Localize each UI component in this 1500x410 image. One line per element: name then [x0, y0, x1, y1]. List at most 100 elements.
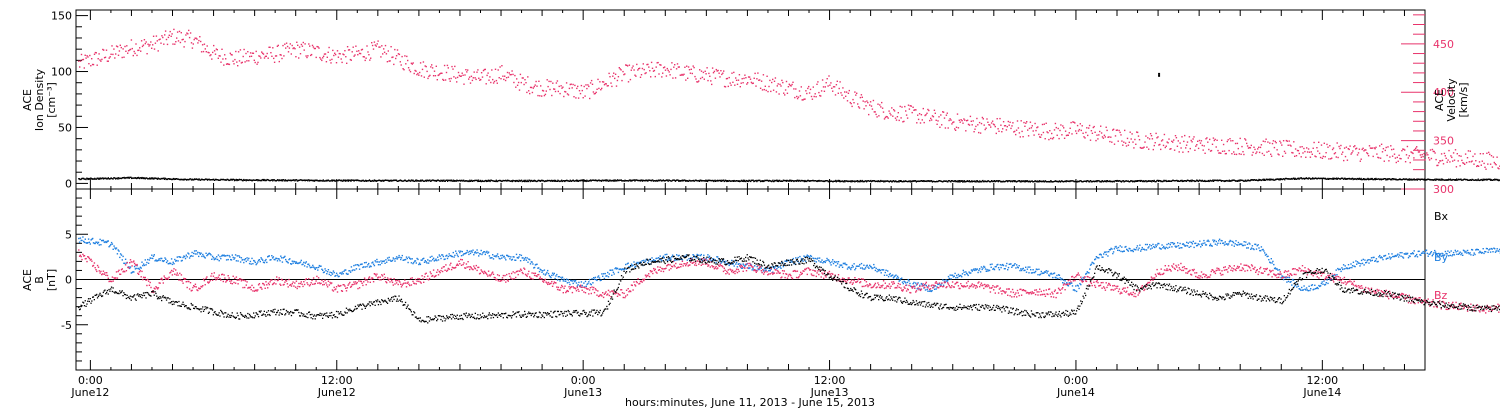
by-point — [91, 238, 93, 240]
by-point — [537, 267, 539, 269]
velocity-point — [461, 72, 463, 74]
by-point — [419, 263, 422, 266]
density-point — [724, 180, 726, 182]
density-point — [782, 180, 784, 182]
velocity-point — [394, 48, 396, 51]
by-point — [221, 254, 224, 256]
velocity-point — [942, 111, 945, 113]
velocity-point — [1363, 150, 1365, 152]
velocity-point — [1209, 150, 1212, 152]
velocity-point — [1143, 146, 1145, 148]
velocity-point — [519, 73, 522, 76]
velocity-point — [127, 52, 129, 54]
by-point — [538, 270, 541, 273]
density-point — [204, 178, 207, 180]
by-point — [480, 249, 482, 252]
density-point — [1207, 179, 1210, 182]
velocity-point — [1084, 137, 1086, 139]
density-point — [1152, 180, 1155, 182]
velocity-point — [959, 121, 961, 123]
velocity-point — [225, 63, 228, 65]
velocity-point — [582, 97, 584, 99]
velocity-point — [581, 89, 583, 92]
by-point — [143, 264, 146, 267]
by-point — [472, 249, 474, 251]
velocity-point — [1257, 148, 1259, 150]
velocity-point — [840, 92, 842, 94]
velocity-point — [145, 41, 147, 43]
velocity-point — [1323, 142, 1325, 144]
by-point — [350, 266, 353, 268]
velocity-point — [974, 128, 976, 130]
density-point — [304, 180, 306, 182]
density-point — [771, 180, 773, 182]
velocity-point — [1069, 127, 1071, 129]
velocity-point — [1459, 165, 1461, 167]
velocity-point — [120, 46, 122, 49]
velocity-point — [265, 55, 267, 57]
density-point — [230, 178, 233, 181]
velocity-point — [479, 79, 481, 81]
velocity-point — [1435, 158, 1437, 161]
by-point — [529, 258, 531, 261]
density-point — [233, 178, 235, 181]
velocity-point — [94, 51, 97, 54]
velocity-point — [1176, 145, 1179, 147]
velocity-point — [1075, 132, 1078, 135]
by-point — [400, 257, 403, 259]
by-point — [454, 254, 456, 257]
velocity-point — [886, 116, 888, 118]
velocity-point — [1174, 135, 1177, 137]
velocity-point — [455, 77, 457, 79]
velocity-point — [1112, 128, 1115, 130]
velocity-point — [960, 119, 962, 121]
by-point — [587, 282, 589, 285]
by-point — [483, 251, 486, 253]
velocity-point — [747, 82, 749, 84]
by-point — [336, 274, 339, 276]
density-point — [723, 179, 725, 181]
density-point — [742, 179, 744, 181]
velocity-point — [355, 45, 357, 47]
velocity-point — [1114, 135, 1117, 137]
velocity-point — [482, 69, 485, 72]
velocity-point — [266, 52, 268, 55]
by-point — [523, 259, 525, 261]
velocity-point — [1468, 161, 1470, 163]
density-point — [949, 180, 951, 182]
velocity-point — [954, 128, 956, 130]
velocity-point — [1000, 124, 1002, 126]
by-point — [100, 244, 102, 246]
velocity-point — [617, 76, 620, 78]
by-point — [179, 256, 182, 258]
by-point — [221, 255, 223, 257]
density-point — [1493, 179, 1495, 181]
density-point — [803, 180, 805, 182]
density-point — [172, 177, 175, 180]
density-point — [229, 179, 231, 181]
velocity-point — [1211, 143, 1214, 145]
by-point — [131, 271, 133, 274]
by-point — [247, 259, 249, 261]
velocity-point — [222, 58, 224, 60]
velocity-point — [1189, 147, 1191, 150]
density-point — [556, 180, 558, 182]
velocity-point — [684, 66, 686, 68]
velocity-point — [753, 77, 755, 79]
velocity-point — [220, 61, 222, 63]
density-point — [517, 180, 519, 182]
velocity-point — [1409, 161, 1411, 164]
density-point — [461, 179, 463, 181]
velocity-point — [543, 94, 546, 97]
velocity-point — [944, 127, 947, 129]
velocity-point — [718, 72, 720, 74]
by-point — [142, 263, 145, 265]
velocity-point — [229, 52, 231, 54]
by-point — [263, 262, 266, 264]
velocity-point — [970, 120, 972, 122]
velocity-point — [213, 44, 215, 47]
density-point — [647, 179, 650, 181]
velocity-point — [926, 112, 928, 114]
by-point — [485, 251, 487, 254]
velocity-point — [751, 82, 753, 85]
